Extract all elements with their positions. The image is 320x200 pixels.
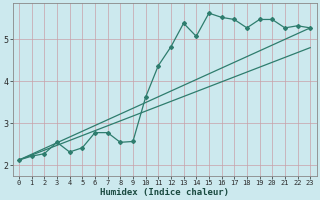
X-axis label: Humidex (Indice chaleur): Humidex (Indice chaleur) bbox=[100, 188, 229, 197]
